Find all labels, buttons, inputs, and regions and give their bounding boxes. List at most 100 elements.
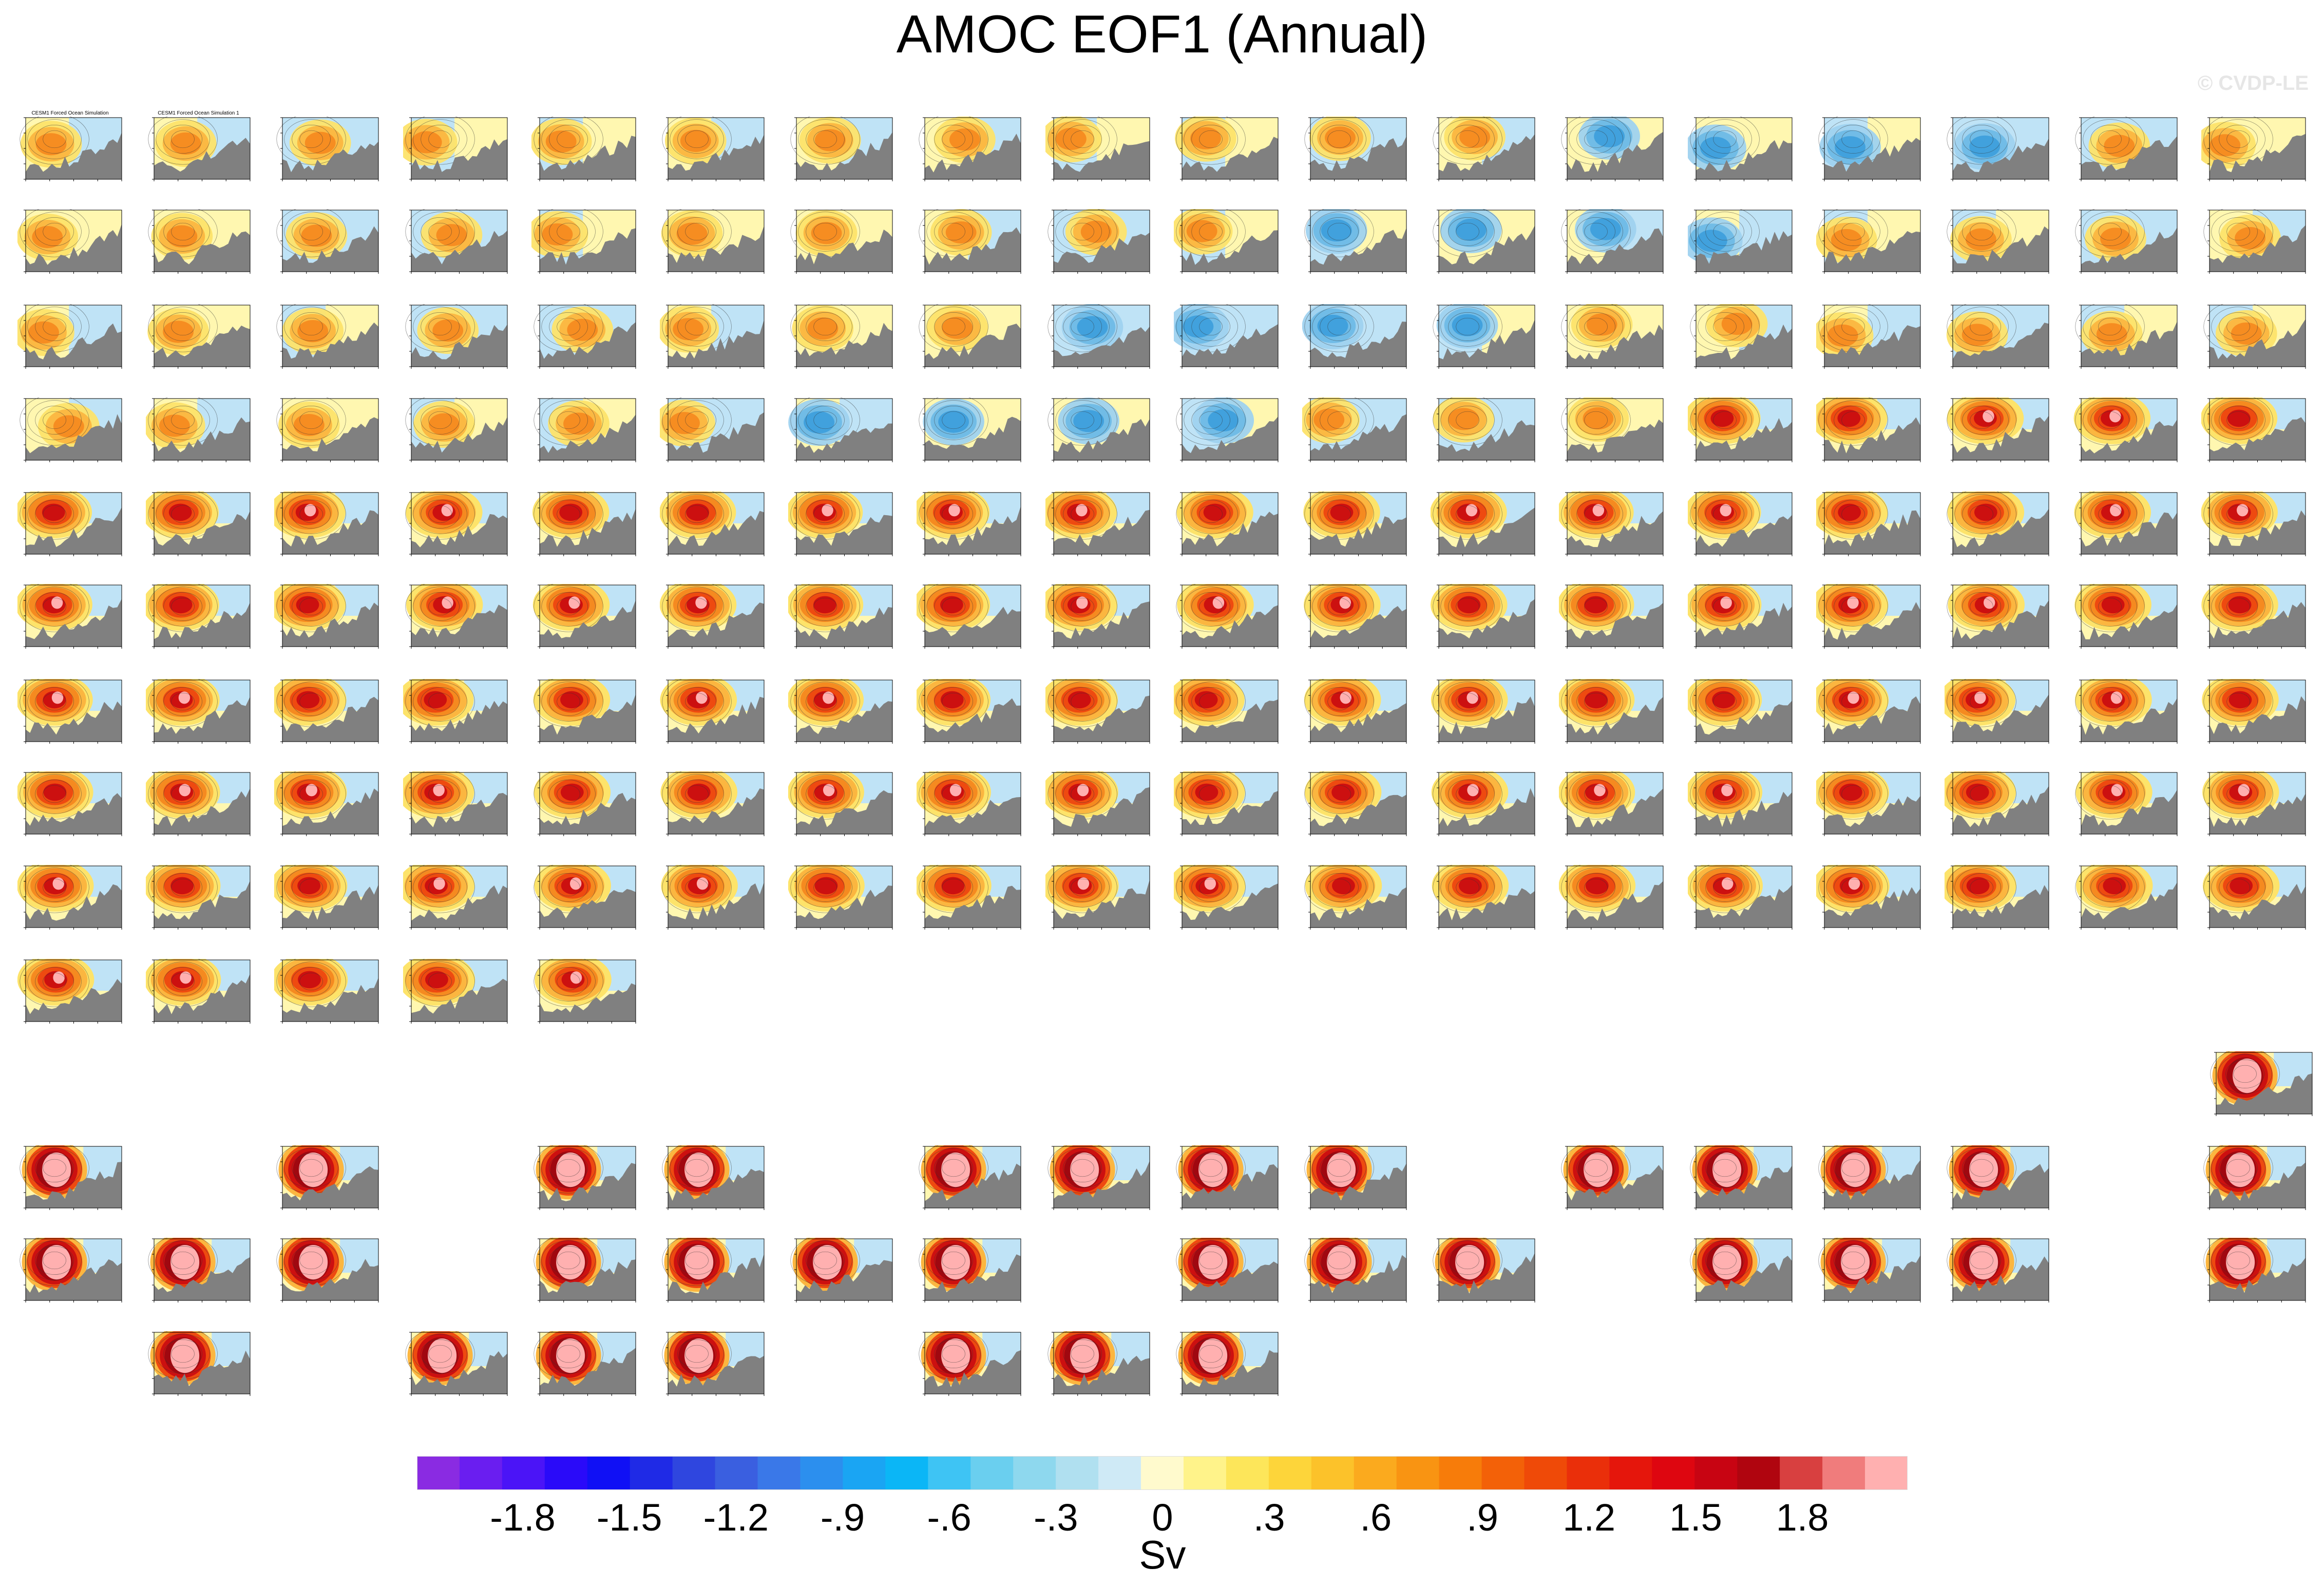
- panel-plot: [917, 771, 1021, 836]
- amoc-panel: [2208, 1045, 2313, 1122]
- colorbar-swatch: [417, 1456, 460, 1490]
- amoc-panel: [917, 578, 1022, 655]
- colorbar-tick-label: 0: [1152, 1496, 1173, 1539]
- panel-plot: [2201, 117, 2306, 181]
- panel-title: [1816, 859, 1921, 865]
- amoc-panel: [531, 1325, 637, 1402]
- amoc-panel: [917, 110, 1022, 187]
- panel-title: [2201, 1232, 2307, 1238]
- amoc-panel: [274, 391, 379, 468]
- colorbar-swatch: [1737, 1456, 1780, 1490]
- panel-title: [1302, 578, 1407, 584]
- amoc-panel: [403, 485, 508, 562]
- panel-title: [2201, 673, 2307, 679]
- panel-title: [1559, 485, 1664, 492]
- panel-plot: [1818, 1145, 1921, 1210]
- colorbar: [417, 1456, 1908, 1490]
- panel-title: [1174, 673, 1279, 679]
- amoc-panel: [660, 859, 765, 936]
- amoc-panel: [1945, 765, 2050, 842]
- amoc-panel: [1559, 765, 1664, 842]
- panel-plot: [1690, 1238, 1793, 1302]
- amoc-panel: [274, 1232, 379, 1309]
- panel-title: [531, 673, 637, 679]
- amoc-panel: [1045, 859, 1151, 936]
- panel-plot: [2203, 1145, 2306, 1210]
- panel-plot: [1816, 679, 1921, 744]
- amoc-panel: [1431, 765, 1536, 842]
- panel-title: [274, 203, 379, 209]
- panel-plot: [919, 1238, 1021, 1302]
- colorbar-tick-label: -1.8: [490, 1496, 556, 1539]
- colorbar-swatch: [1311, 1456, 1355, 1490]
- amoc-panel: [531, 859, 637, 936]
- amoc-panel: [146, 1232, 251, 1309]
- amoc-panel: [1945, 578, 2050, 655]
- amoc-panel: [1045, 110, 1151, 187]
- panel-title: [1688, 203, 1793, 209]
- panel-title: [1945, 673, 2050, 679]
- panel-title: [1816, 298, 1921, 304]
- amoc-panel: [146, 485, 251, 562]
- panel-title: [788, 485, 893, 492]
- panel-title: [917, 485, 1022, 492]
- panel-title: [917, 765, 1022, 771]
- panel-plot: [403, 865, 508, 930]
- panel-title: [1431, 673, 1536, 679]
- amoc-panel: [1045, 1325, 1151, 1402]
- amoc-panel: [1045, 765, 1151, 842]
- panel-title: [1945, 485, 2050, 492]
- panel-plot: [2202, 865, 2306, 930]
- panel-plot: [660, 584, 765, 649]
- amoc-panel: [2201, 859, 2307, 936]
- amoc-panel: [403, 859, 508, 936]
- amoc-panel: [2201, 578, 2307, 655]
- amoc-panel: [531, 485, 637, 562]
- watermark: © CVDP-LE: [2197, 72, 2309, 95]
- panel-plot: [1176, 584, 1279, 649]
- panel-plot: [1818, 117, 1921, 181]
- panel-plot: [403, 959, 508, 1024]
- amoc-panel: [1174, 485, 1279, 562]
- panel-title: [660, 1139, 765, 1145]
- amoc-panel: [531, 953, 637, 1030]
- panel-title: [146, 953, 251, 959]
- amoc-panel: [788, 203, 893, 280]
- panel-title: [1559, 578, 1664, 584]
- panel-title: [1045, 673, 1151, 679]
- panel-title: [146, 765, 251, 771]
- panel-plot: [534, 398, 636, 462]
- amoc-panel: [17, 203, 123, 280]
- colorbar-tick-label: .9: [1466, 1496, 1498, 1539]
- panel-title: [1945, 391, 2050, 398]
- panel-title: [146, 485, 251, 492]
- amoc-panel: [917, 765, 1022, 842]
- amoc-panel: [274, 578, 379, 655]
- amoc-panel: [17, 859, 123, 936]
- panel-plot: [660, 398, 765, 462]
- amoc-panel: [917, 1232, 1022, 1309]
- colorbar-outline: [417, 1456, 1908, 1490]
- amoc-panel: [403, 765, 508, 842]
- amoc-panel: [1174, 1232, 1279, 1309]
- amoc-panel: [274, 953, 379, 1030]
- colorbar-swatch: [1354, 1456, 1397, 1490]
- panel-title: [1431, 485, 1536, 492]
- panel-plot: [1559, 584, 1664, 649]
- panel-plot: [1433, 117, 1535, 181]
- panel-title: [788, 298, 893, 304]
- panel-title: [917, 1232, 1022, 1238]
- amoc-panel: [788, 765, 893, 842]
- panel-plot: [403, 771, 508, 836]
- panel-title: [1816, 1232, 1921, 1238]
- chart-title: AMOC EOF1 (Annual): [896, 5, 1428, 64]
- colorbar-swatch: [1609, 1456, 1652, 1490]
- panel-plot: [146, 771, 251, 836]
- panel-plot: [790, 1238, 893, 1302]
- amoc-panel: [274, 765, 379, 842]
- amoc-panel: [1945, 298, 2050, 375]
- panel-plot: [20, 1238, 122, 1302]
- panel-plot: [1302, 304, 1407, 369]
- amoc-panel: [403, 110, 508, 187]
- panel-title: [1302, 673, 1407, 679]
